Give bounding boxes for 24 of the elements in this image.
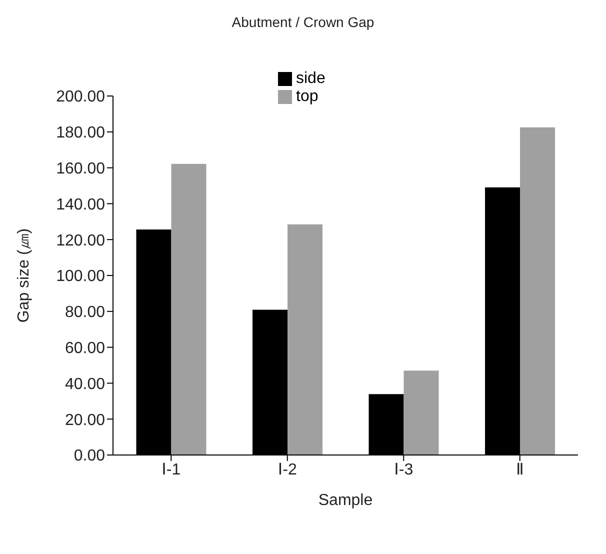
y-tick-label: 120.00: [56, 232, 106, 250]
x-tick-label: Ⅰ-2: [278, 461, 297, 478]
x-axis-title: Sample: [318, 492, 373, 509]
x-tick-label: Ⅰ-3: [394, 461, 414, 478]
bar: [404, 370, 439, 455]
legend-label: top: [296, 88, 318, 105]
y-tick-label: 20.00: [64, 412, 106, 429]
y-tick-label: 180.00: [56, 124, 106, 142]
y-tick-label: 60.00: [64, 340, 106, 357]
bar: [288, 224, 322, 455]
y-tick-label: 100.00: [56, 268, 106, 286]
y-tick-label: 0.00: [74, 448, 106, 465]
chart-title: Abutment / Crown Gap: [230, 14, 376, 30]
y-tick-label: 140.00: [56, 196, 106, 214]
legend-label: side: [296, 70, 326, 87]
y-tick-label: 40.00: [64, 376, 106, 393]
y-tick-label: 80.00: [64, 304, 106, 322]
x-tick-label: Ⅰ-1: [162, 461, 181, 478]
y-tick-label: 160.00: [56, 160, 106, 178]
bar: [171, 164, 206, 455]
bar: [520, 127, 555, 455]
y-tick-label: 200.00: [56, 88, 106, 106]
y-axis-title: Gap size (㎛): [16, 228, 33, 323]
x-tick-label: Ⅱ: [516, 461, 524, 478]
